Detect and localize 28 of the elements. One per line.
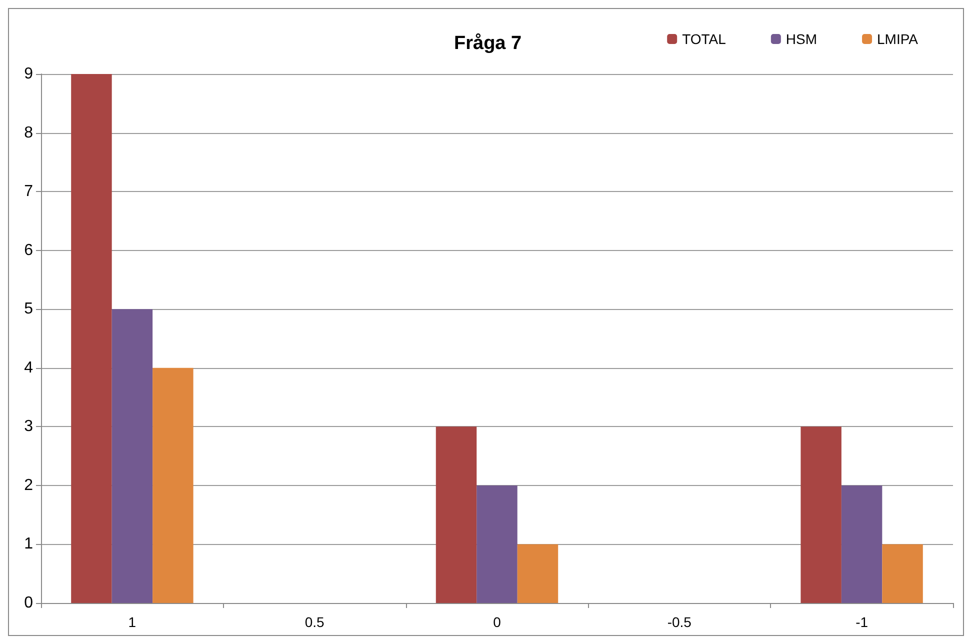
y-tick-label: 8 [24, 124, 34, 142]
y-tick-label: 3 [24, 418, 34, 436]
bar [152, 368, 194, 603]
legend-label: TOTAL [682, 31, 726, 47]
y-tick-label: 2 [24, 476, 34, 494]
y-tick-label: 5 [24, 300, 34, 318]
y-tick-label: 9 [24, 66, 34, 82]
bar [882, 544, 923, 603]
bar [841, 485, 882, 603]
bar [517, 544, 558, 603]
bar [436, 426, 477, 603]
bar [71, 74, 112, 603]
y-tick-label: 6 [24, 242, 34, 259]
chart-title: Fråga 7 [454, 33, 522, 54]
x-tick-label: 1 [128, 614, 136, 630]
y-tick-label: 7 [24, 183, 34, 200]
y-tick-label: 4 [24, 359, 34, 376]
x-tick-label: 0 [493, 614, 502, 630]
x-tick-label: 0.5 [304, 614, 325, 630]
legend-label: HSM [786, 31, 818, 47]
y-tick-label: 1 [24, 536, 34, 553]
bar [800, 426, 842, 603]
y-tick-label: 0 [24, 594, 34, 612]
x-tick-label: -0.5 [667, 614, 692, 630]
bar [112, 309, 153, 603]
bar [476, 485, 518, 603]
x-tick-label: -1 [856, 614, 868, 630]
legend-label: LMIPA [877, 31, 919, 47]
